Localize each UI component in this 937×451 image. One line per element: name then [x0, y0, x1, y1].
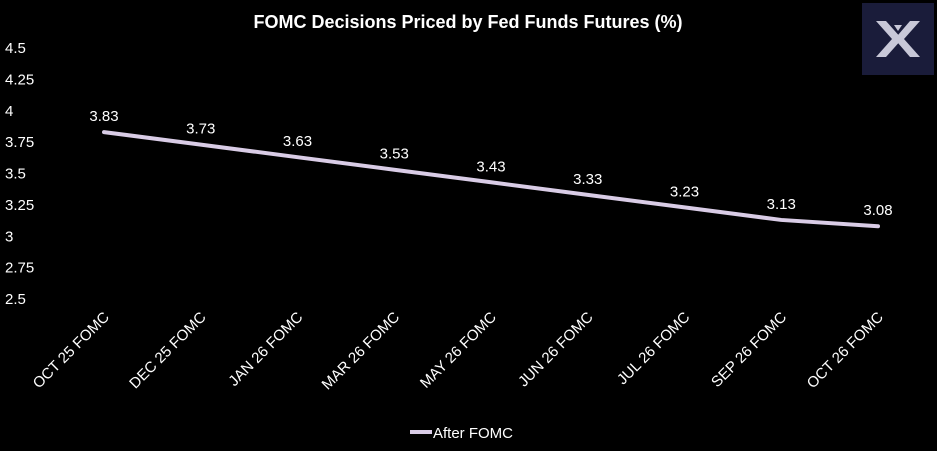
- brand-logo: [862, 3, 934, 75]
- x-tick-label: SEP 26 FOMC: [708, 309, 790, 391]
- chart-title: FOMC Decisions Priced by Fed Funds Futur…: [253, 12, 682, 32]
- x-tick-label: OCT 25 FOMC: [30, 309, 113, 392]
- y-tick-label: 3.75: [5, 134, 34, 151]
- x-tick-label: JAN 26 FOMC: [225, 309, 306, 390]
- x-tick-label: JUL 26 FOMC: [614, 309, 694, 389]
- data-label: 3.83: [89, 108, 118, 125]
- y-tick-label: 3.5: [5, 166, 26, 183]
- y-tick-label: 2.5: [5, 291, 26, 308]
- y-tick-label: 2.75: [5, 260, 34, 277]
- x-tick-label: OCT 26 FOMC: [804, 309, 887, 392]
- legend-label: After FOMC: [433, 425, 513, 442]
- x-tick-label: DEC 25 FOMC: [126, 309, 209, 392]
- x-tick-label: MAY 26 FOMC: [417, 309, 500, 392]
- series-line: [102, 130, 880, 229]
- data-label: 3.13: [767, 196, 796, 213]
- data-label: 3.63: [283, 133, 312, 150]
- data-label: 3.23: [670, 183, 699, 200]
- data-labels: 3.83 3.73 3.63 3.53 3.43 3.33 3.23 3.13 3.08: [89, 108, 892, 219]
- x-tick-label: JUN 26 FOMC: [515, 309, 597, 391]
- y-tick-label: 4.25: [5, 71, 34, 88]
- y-tick-label: 4: [5, 103, 13, 120]
- data-label: 3.33: [573, 171, 602, 188]
- series-group: [102, 130, 880, 229]
- data-label: 3.08: [863, 202, 892, 219]
- legend: After FOMC: [410, 425, 513, 442]
- data-label: 3.53: [380, 146, 409, 163]
- y-tick-label: 3.25: [5, 197, 34, 214]
- y-tick-label: 3: [5, 228, 13, 245]
- data-label: 3.73: [186, 121, 215, 138]
- x-tick-label: MAR 26 FOMC: [319, 309, 404, 394]
- x-axis: OCT 25 FOMC DEC 25 FOMC JAN 26 FOMC MAR 26 …: [30, 309, 887, 394]
- x-logo-icon: [876, 21, 920, 57]
- data-label: 3.43: [476, 158, 505, 175]
- y-tick-label: 4.5: [5, 40, 26, 57]
- y-axis: 2.5 2.75 3 3.25 3.5 3.75 4 4.25 4.5: [5, 40, 34, 308]
